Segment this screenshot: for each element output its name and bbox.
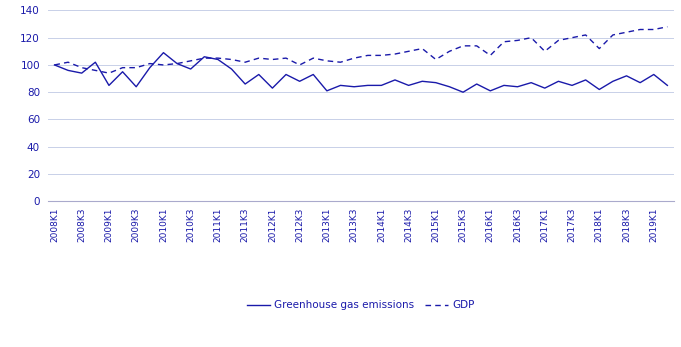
Greenhouse gas emissions (432, 81, 440, 85)
GDP (309, 56, 317, 60)
Greenhouse gas emissions (323, 89, 331, 93)
GDP (64, 60, 72, 64)
GDP (418, 46, 426, 51)
Greenhouse gas emissions (118, 70, 127, 74)
Greenhouse gas emissions (650, 73, 658, 77)
Greenhouse gas emissions (91, 60, 99, 64)
Greenhouse gas emissions (405, 83, 413, 87)
GDP (622, 30, 631, 34)
GDP (105, 71, 113, 75)
GDP (173, 61, 181, 66)
GDP (432, 57, 440, 61)
Greenhouse gas emissions (609, 79, 617, 83)
Greenhouse gas emissions (105, 83, 113, 87)
GDP (118, 66, 127, 70)
Greenhouse gas emissions (255, 73, 263, 77)
Greenhouse gas emissions (159, 51, 168, 55)
Greenhouse gas emissions (241, 82, 249, 86)
Greenhouse gas emissions (418, 79, 426, 83)
GDP (459, 44, 467, 48)
Greenhouse gas emissions (459, 90, 467, 94)
GDP (500, 40, 508, 44)
GDP (554, 38, 563, 42)
Greenhouse gas emissions (146, 66, 154, 70)
GDP (391, 52, 399, 56)
GDP (527, 36, 535, 40)
GDP (255, 56, 263, 60)
GDP (582, 33, 590, 37)
Greenhouse gas emissions (364, 83, 372, 87)
Greenhouse gas emissions (541, 86, 549, 90)
Greenhouse gas emissions (377, 83, 385, 87)
GDP (91, 68, 99, 73)
Greenhouse gas emissions (309, 73, 317, 77)
Greenhouse gas emissions (486, 89, 494, 93)
GDP (609, 33, 617, 37)
GDP (159, 63, 168, 67)
GDP (282, 56, 290, 60)
Greenhouse gas emissions (513, 85, 522, 89)
Greenhouse gas emissions (391, 78, 399, 82)
Greenhouse gas emissions (336, 83, 345, 87)
GDP (650, 27, 658, 32)
GDP (513, 38, 522, 42)
Greenhouse gas emissions (500, 83, 508, 87)
Greenhouse gas emissions (296, 79, 304, 83)
Greenhouse gas emissions (568, 83, 576, 87)
Legend: Greenhouse gas emissions, GDP: Greenhouse gas emissions, GDP (243, 296, 479, 314)
GDP (364, 53, 372, 58)
GDP (405, 49, 413, 53)
Greenhouse gas emissions (268, 86, 276, 90)
Greenhouse gas emissions (132, 85, 140, 89)
GDP (268, 57, 276, 61)
Greenhouse gas emissions (187, 67, 195, 71)
GDP (214, 56, 222, 60)
GDP (595, 46, 603, 51)
Greenhouse gas emissions (622, 74, 631, 78)
GDP (187, 59, 195, 63)
Greenhouse gas emissions (50, 63, 59, 67)
Greenhouse gas emissions (595, 87, 603, 92)
Greenhouse gas emissions (582, 78, 590, 82)
Greenhouse gas emissions (663, 83, 671, 87)
GDP (132, 66, 140, 70)
GDP (296, 63, 304, 67)
GDP (146, 61, 154, 66)
GDP (663, 25, 671, 29)
Line: GDP: GDP (54, 27, 667, 73)
GDP (241, 60, 249, 64)
GDP (636, 27, 644, 32)
Greenhouse gas emissions (227, 67, 236, 71)
Greenhouse gas emissions (473, 82, 481, 86)
GDP (78, 66, 86, 70)
GDP (445, 49, 454, 53)
GDP (227, 57, 236, 61)
Greenhouse gas emissions (78, 71, 86, 75)
GDP (473, 44, 481, 48)
Greenhouse gas emissions (214, 57, 222, 61)
GDP (323, 59, 331, 63)
Greenhouse gas emissions (282, 73, 290, 77)
Greenhouse gas emissions (64, 68, 72, 73)
Greenhouse gas emissions (554, 79, 563, 83)
Greenhouse gas emissions (350, 85, 358, 89)
GDP (50, 63, 59, 67)
Greenhouse gas emissions (445, 85, 454, 89)
Line: Greenhouse gas emissions: Greenhouse gas emissions (54, 53, 667, 92)
Greenhouse gas emissions (636, 81, 644, 85)
GDP (541, 49, 549, 53)
GDP (486, 53, 494, 58)
GDP (377, 53, 385, 58)
GDP (568, 36, 576, 40)
GDP (336, 60, 345, 64)
Greenhouse gas emissions (200, 55, 208, 59)
Greenhouse gas emissions (173, 61, 181, 66)
GDP (200, 56, 208, 60)
Greenhouse gas emissions (527, 81, 535, 85)
GDP (350, 56, 358, 60)
